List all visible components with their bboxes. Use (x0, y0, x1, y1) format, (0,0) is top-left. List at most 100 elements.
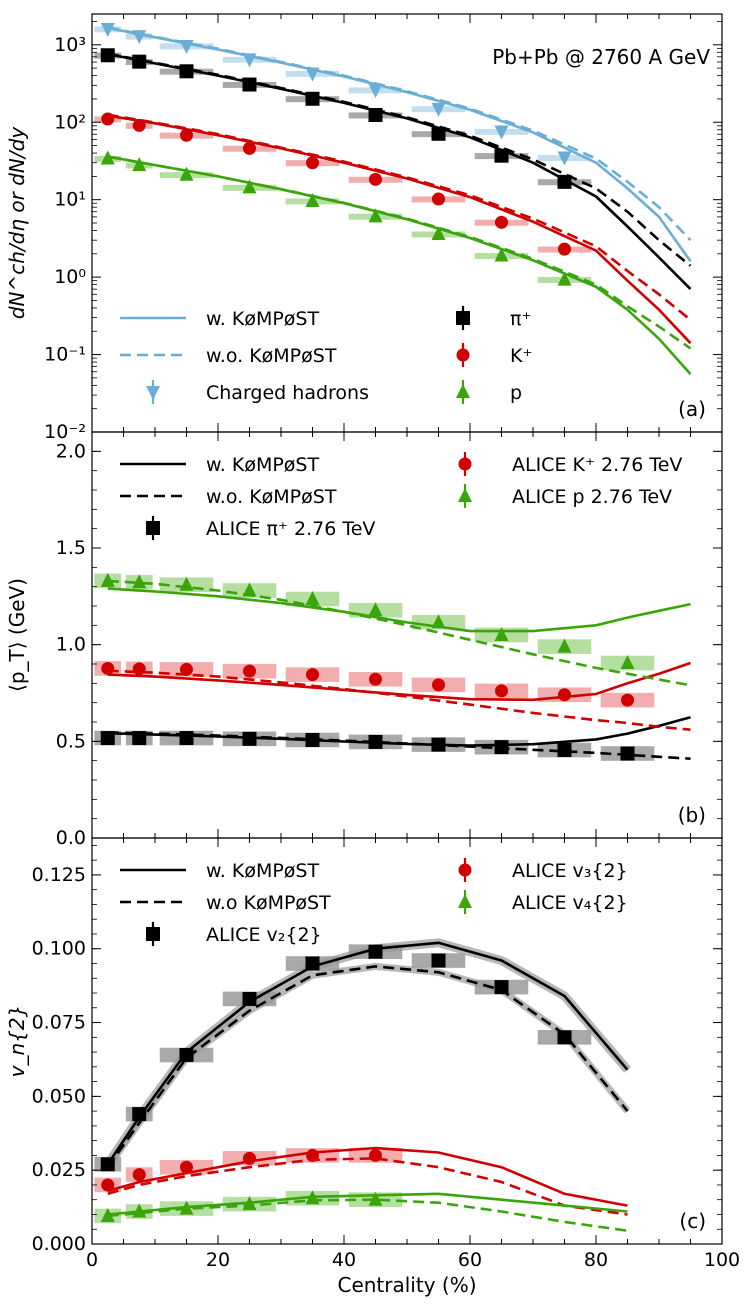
panel-b-alice-k-2-76-tev-point (369, 672, 382, 686)
panel-a-ytick-label: 10⁻¹ (44, 344, 86, 366)
panel-c-ytick-label: 0.000 (32, 1233, 86, 1255)
panel-a-charged-hadrons-point (100, 22, 115, 37)
panel-a-legend-x-swatch (456, 311, 470, 325)
panel-a-p-point (132, 157, 147, 172)
panel-a-p-point (368, 208, 383, 223)
panel-c-legend-alice-v-2-label: ALICE v₃{2} (512, 860, 628, 882)
panel-b-ytick-label: 0.0 (56, 827, 86, 849)
panel-c-alice-v-2-point (243, 1151, 256, 1165)
panel-c-xtick-label: 40 (332, 1249, 356, 1271)
panel-b-alice-2-76-tev-point (557, 743, 572, 758)
panel-c-alice-v-2-line-without (106, 965, 629, 1168)
panel-b-alice-2-76-tev-point (100, 731, 115, 746)
panel-a-legend-w-o-k-mp-st-label: w.o. KøMPøST (206, 345, 337, 367)
panel-c-alice-v-2-point (305, 1190, 320, 1205)
panel-c-alice-v-2-line-with (107, 1192, 628, 1216)
panel-b-alice-k-2-76-tev-point (243, 664, 256, 678)
panel-b-alice-k-2-76-tev-point (495, 684, 508, 698)
panel-a-k-line-without (107, 113, 692, 321)
panel-c-ytick-label: 0.075 (32, 1012, 86, 1034)
panel-a-charged-hadrons-line-without (107, 26, 692, 242)
panel-c-alice-v-2-point (100, 1157, 115, 1172)
panel-a-x-point (100, 48, 115, 63)
panel-a-charged-hadrons-point (132, 30, 147, 45)
panel-a-k-point (558, 242, 571, 256)
panel-b-alice-k-2-76-tev-line-without (107, 669, 691, 731)
panel-a-legend-w-k-mp-st-label: w. KøMPøST (206, 308, 319, 330)
panel-a-ytick-label: 10³ (54, 34, 86, 56)
panel-b-legend-w-o-k-mp-st-label: w.o. KøMPøST (206, 486, 337, 508)
panel-c-xtick-label: 20 (206, 1249, 230, 1271)
panel-c-alice-v-2-point (180, 1160, 193, 1174)
panel-c-alice-v-2-line-with (107, 1146, 628, 1207)
panel-b-alice-2-76-tev-point (368, 734, 383, 749)
panel-c-legend-alice-v-2-label: ALICE v₄{2} (512, 892, 628, 914)
panel-a-charged-hadrons-point (368, 83, 383, 98)
panel-a-x-line-without (107, 52, 692, 267)
panel-c-ytick-label: 0.050 (32, 1085, 86, 1107)
panel-b-legend-alice-k-2-76-tev-label: ALICE K⁺ 2.76 TeV (512, 454, 682, 476)
panel-b-alice-p-2-76-tev-point (620, 655, 635, 670)
panel-b-alice-2-76-tev-point (494, 740, 509, 755)
panel-c-xlabel: Centrality (%) (337, 1273, 476, 1297)
panel-b-alice-2-76-tev-point (620, 746, 635, 761)
panel-c-legend-alice-v-2-swatch (146, 927, 160, 941)
panel-a-k-point (306, 156, 319, 170)
panel-a-k-point (495, 215, 508, 229)
panel-b-alice-p-2-76-tev-line-without (107, 579, 691, 687)
panel-c-alice-v-2-line-with (106, 941, 629, 1166)
axes-layer: 10⁻² 10⁻¹ 10⁰ 10¹ 10² 10³ dN^ch/dη or dN/dy (a)… (5, 13, 740, 1297)
model-lines-layer (104, 26, 692, 1232)
panel-c-alice-v-2-point (369, 1148, 382, 1162)
panel-a-charged-hadrons-line-with (107, 26, 692, 263)
panel-c-alice-v-2-point (494, 980, 509, 995)
panel-b-alice-k-2-76-tev-line-with (107, 661, 691, 702)
panel-a-k-point (243, 141, 256, 155)
panel-a-legend-p-swatch (456, 384, 470, 398)
panel-b-ylabel: ⟨p_T⟩ (GeV) (5, 578, 29, 692)
panel-c-ylabel: v_n{2} (5, 1005, 29, 1078)
panel-b-alice-k-2-76-tev-point (132, 662, 146, 676)
panel-a-legend-x-label: π⁺ (510, 308, 531, 330)
panel-a-x-point (132, 54, 147, 69)
panel-b-alice-k-2-76-tev-point (306, 668, 319, 682)
panel-c-legend-alice-v-2-swatch (458, 863, 472, 877)
panel-c-alice-v-2-line-without (107, 1198, 628, 1232)
panel-c-xtick-label: 100 (704, 1249, 740, 1271)
panel-a-ytick-label: 10¹ (54, 189, 86, 211)
panel-c-alice-v-2-point (305, 956, 320, 971)
panel-a-charged-hadrons-point (494, 125, 509, 140)
panel-a-p-line-without (107, 155, 692, 350)
panel-a-x-point (557, 174, 572, 189)
panel-b-alice-2-76-tev-point (431, 737, 446, 752)
panel-c-alice-v-2-point (557, 1030, 572, 1045)
panel-c-alice-v-2-line-without (107, 1157, 628, 1216)
panel-a-ytick-label: 10⁻² (44, 421, 86, 443)
panel-a-p-point (431, 226, 446, 241)
panel-a-charged-hadrons-point (557, 151, 572, 166)
panel-c-alice-v-2-point (179, 1048, 194, 1063)
panel-b-legend-w-k-mp-st-label: w. KøMPøST (206, 454, 319, 476)
panel-c-alice-v-2-point (101, 1178, 115, 1192)
panel-a-p-point (242, 179, 257, 194)
panel-a-p-point (179, 166, 194, 181)
panel-a-ytick-label: 10² (54, 111, 86, 133)
panel-b-alice-p-2-76-tev-point (557, 638, 572, 653)
panel-c-alice-v-2-point (242, 991, 257, 1006)
panel-c-alice-v-2-point (242, 1196, 257, 1211)
panel-c-legend-w-k-mp-st-label: w. KøMPøST (206, 860, 319, 882)
panel-a-x-point (431, 126, 446, 141)
panel-b-alice-k-2-76-tev-point (621, 693, 634, 707)
panel-c-ytick-label: 0.125 (32, 864, 86, 886)
panel-c-alice-v-2-point (368, 1191, 383, 1206)
panel-c-alice-v-2-point (132, 1168, 146, 1182)
legend-layer: w. KøMPøST w.o. KøMPøST Charged hadrons π⁺ K… (120, 306, 682, 946)
panel-c-legend-alice-v-2-swatch (458, 894, 472, 908)
panel-a-ytick-label: 10⁰ (54, 266, 86, 288)
data-points-layer (100, 22, 635, 1222)
panel-c-ytick-label: 0.100 (32, 938, 86, 960)
panel-c-alice-v-2-point (306, 1148, 319, 1162)
panel-a-k-point (132, 118, 146, 132)
panel-b-alice-p-2-76-tev-point (305, 591, 320, 606)
panel-c-alice-v-2-point (100, 1207, 115, 1222)
